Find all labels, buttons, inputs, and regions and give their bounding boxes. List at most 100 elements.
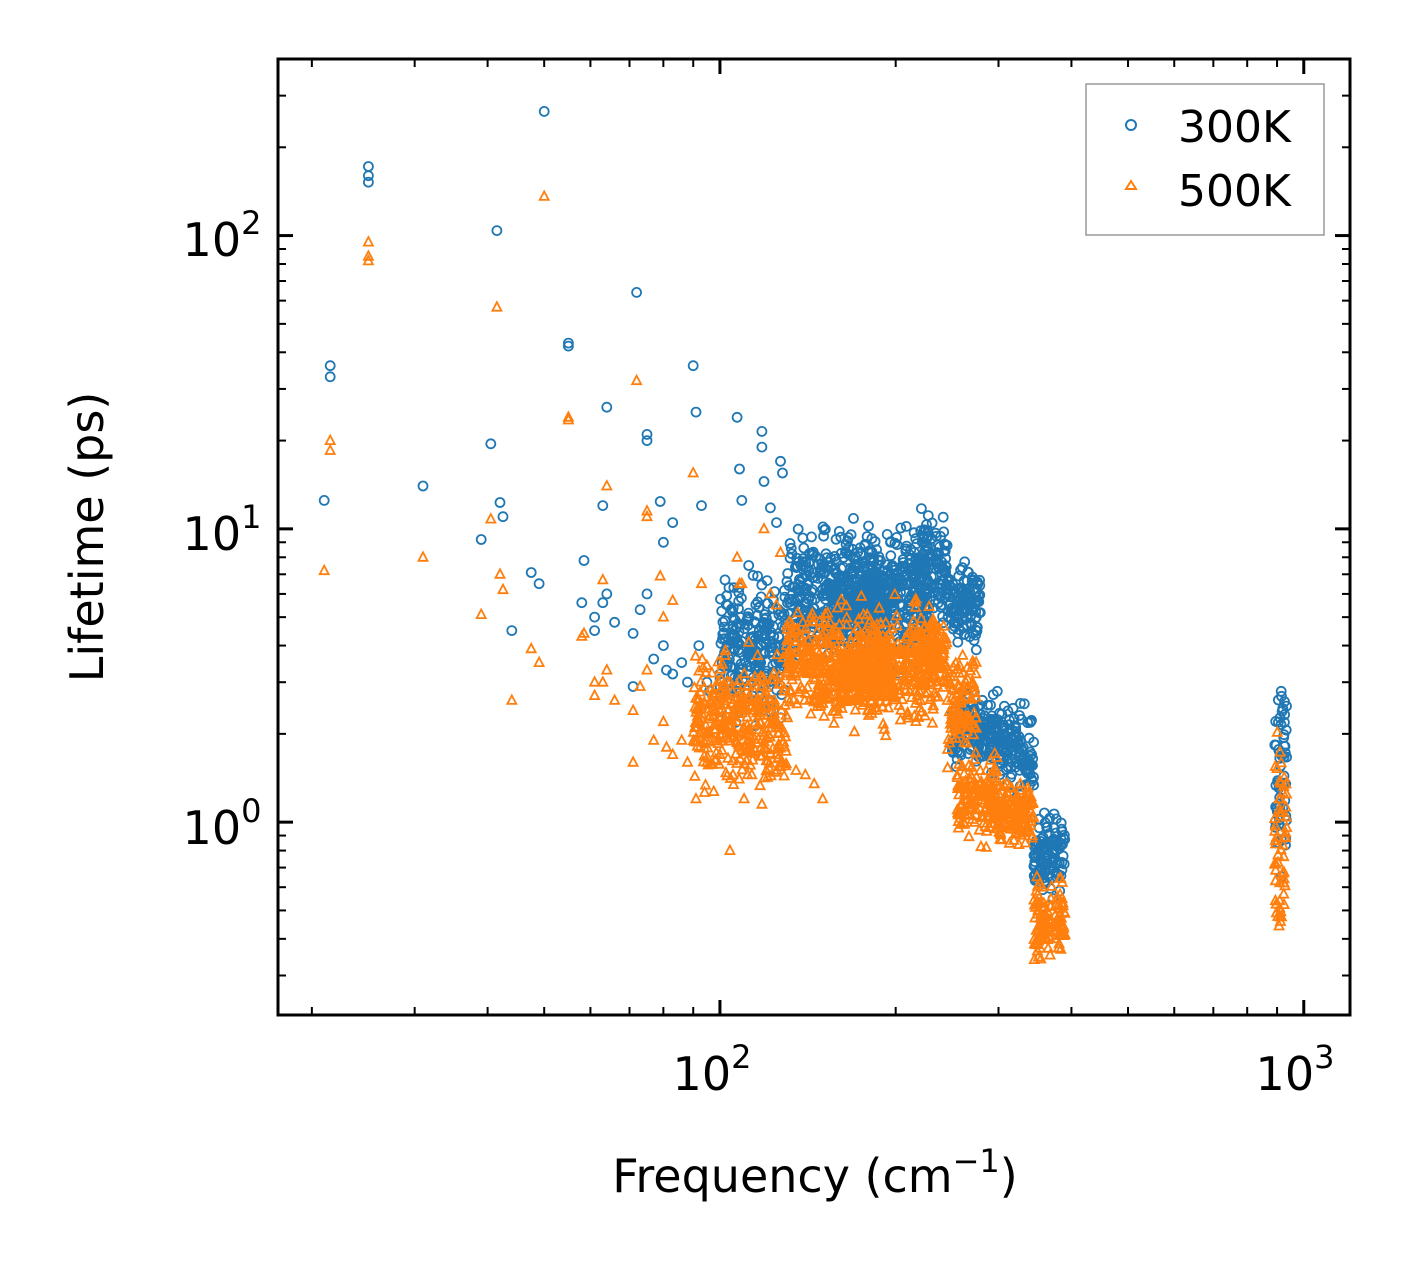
point-500k-19 [578,626,590,638]
point-300k-160 [727,602,739,614]
point-500k-766 [834,696,847,709]
point-500k-1835 [1043,930,1056,942]
point-300k-1228 [909,562,921,573]
point-300k-1199 [922,543,934,555]
point-500k-1405 [946,709,959,722]
point-500k-578 [811,643,824,656]
point-500k-410 [717,686,730,699]
point-300k-675 [895,522,907,534]
point-300k-45 [696,500,707,512]
point-300k-14 [533,578,545,590]
point-500k-36 [657,610,670,622]
point-500k-1695 [1020,786,1033,798]
point-300k-1659 [996,734,1008,746]
point-500k-1111 [865,656,878,668]
point-500k-1321 [908,673,921,685]
point-500k-773 [919,709,931,721]
point-500k-1580 [984,797,996,809]
point-300k-10 [494,497,506,508]
point-300k-1779 [1054,843,1065,854]
point-500k-64 [799,767,812,780]
point-500k-346 [712,674,724,686]
point-500k-1416 [969,666,982,679]
point-500k-1579 [951,803,964,815]
point-300k-305 [718,627,730,639]
point-500k-53 [735,576,748,589]
point-300k-1175 [919,603,930,614]
point-500k-393 [775,676,787,688]
point-500k-958 [873,635,886,647]
point-300k-30 [634,604,646,616]
point-300k-650 [782,568,794,579]
point-500k-32 [641,504,653,516]
point-500k-913 [788,622,801,634]
point-500k-1768 [1034,952,1047,964]
point-500k-1758 [1044,948,1057,960]
point-300k-60 [758,476,770,487]
point-300k-676 [885,550,897,562]
point-300k-26 [609,616,620,628]
point-500k-968 [816,627,828,640]
point-500k-1185 [882,668,895,680]
point-300k-1272 [955,564,966,576]
point-500k-95 [705,666,718,678]
point-500k-800 [811,667,824,679]
point-300k-1658 [1010,761,1021,773]
point-500k-31 [641,509,653,522]
point-500k-1705 [994,832,1006,844]
point-500k-1719 [1014,809,1027,822]
point-500k-1233 [909,600,922,612]
point-300k-1650 [1009,720,1020,731]
point-500k-318 [778,740,791,752]
point-500k-1193 [874,670,887,682]
point-300k-1342 [961,575,973,587]
legend-label-500k: 500K [1178,166,1292,217]
point-500k-1821 [1028,936,1041,948]
x-tick-label-1000: 103 [1256,1038,1335,1101]
point-500k-1182 [856,693,869,706]
point-500k-838 [902,711,915,723]
point-300k-46 [693,640,705,651]
point-500k-1088 [862,708,875,720]
legend-box [1085,83,1325,236]
point-500k-152 [698,680,711,693]
point-300k-39 [667,668,679,680]
point-500k-1408 [950,694,963,707]
point-300k-856 [800,582,811,594]
point-500k-1345 [964,663,977,676]
point-500k-9 [490,300,503,312]
point-300k-52 [731,411,743,423]
point-500k-263 [771,647,784,660]
point-300k-755 [818,530,829,542]
point-500k-1881 [1277,785,1289,798]
point-300k-1075 [843,588,854,600]
point-300k-304 [755,621,767,632]
point-300k-9 [491,225,503,237]
point-300k-1093 [832,608,844,620]
point-500k-1174 [855,672,868,684]
point-300k-5 [362,176,374,188]
point-300k-1353 [973,590,984,602]
point-500k-903 [816,634,829,646]
point-500k-1309 [912,642,925,654]
point-300k-11 [497,511,509,523]
point-500k-1190 [860,680,873,692]
point-500k-0 [318,563,331,576]
point-500k-647 [799,621,812,634]
point-300k-63 [775,455,786,467]
point-500k-840 [787,692,800,705]
point-300k-57 [752,570,763,582]
point-500k-1578 [956,796,969,809]
point-500k-387 [689,715,702,727]
point-500k-22 [596,572,609,585]
point-300k-1094 [846,582,857,594]
point-300k-128 [736,592,747,604]
point-300k-1345 [967,627,979,639]
point-500k-562 [821,606,834,618]
point-300k-1053 [864,545,875,557]
point-500k-799 [914,693,927,706]
point-500k-905 [909,683,922,696]
point-500k-408 [709,703,722,715]
point-500k-1894 [1277,849,1290,862]
point-500k-1856 [1272,847,1285,860]
